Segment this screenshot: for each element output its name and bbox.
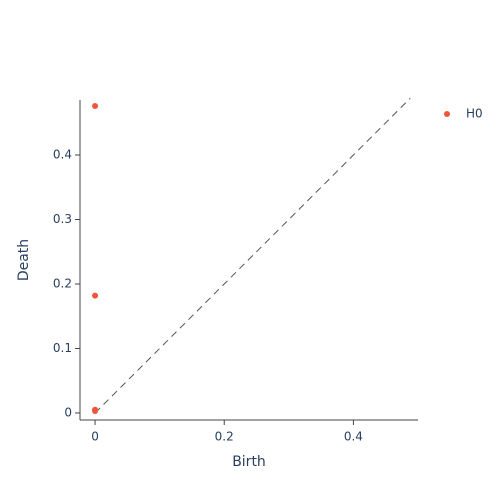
point xyxy=(92,292,99,299)
point xyxy=(92,102,99,109)
point xyxy=(92,408,99,415)
y-tick-label: 0.4 xyxy=(53,148,72,162)
x-axis-label: Birth xyxy=(232,454,266,470)
legend-marker xyxy=(444,111,450,117)
y-tick-label: 0.3 xyxy=(53,212,72,226)
diagonal xyxy=(94,97,411,414)
y-tick-label: 0.2 xyxy=(53,276,72,290)
x-tick-label: 0.4 xyxy=(344,430,363,444)
y-tick-label: 0.1 xyxy=(53,341,72,355)
y-tick-label: 0 xyxy=(64,405,72,419)
x-tick-label: 0 xyxy=(91,430,99,444)
y-axis-label: Death xyxy=(16,239,32,281)
legend-label: H0 xyxy=(466,107,483,121)
x-tick-label: 0.2 xyxy=(215,430,234,444)
